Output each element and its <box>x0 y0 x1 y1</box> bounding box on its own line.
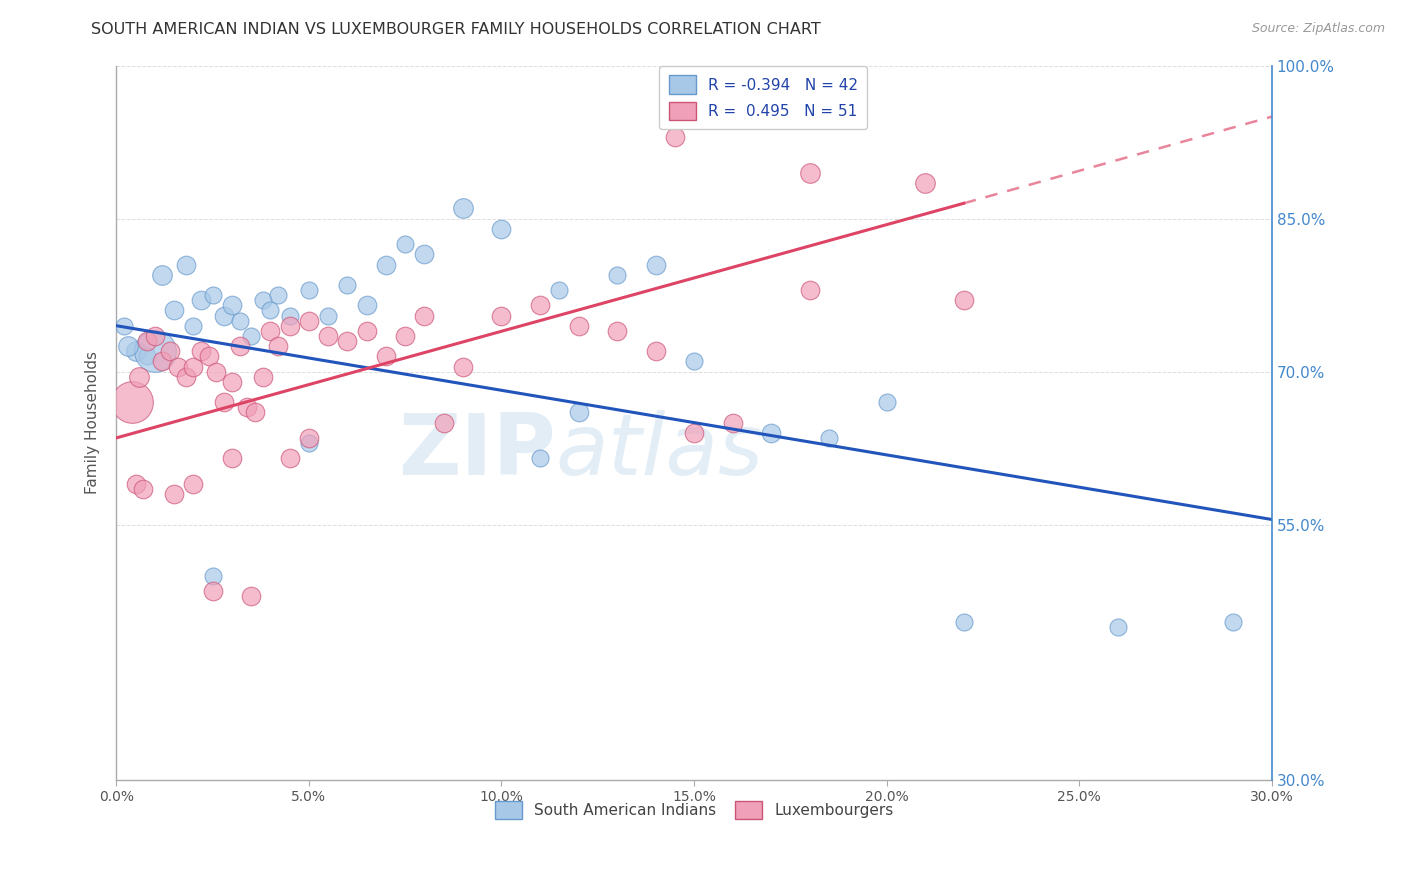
Point <box>394 237 416 252</box>
Point <box>152 268 174 282</box>
Point <box>644 344 666 359</box>
Point <box>221 375 243 389</box>
Point <box>221 298 243 312</box>
Point <box>952 615 974 629</box>
Point <box>548 283 571 297</box>
Point <box>914 176 936 190</box>
Point <box>152 354 174 368</box>
Point <box>298 436 321 450</box>
Point <box>433 416 456 430</box>
Point <box>394 329 416 343</box>
Point <box>128 369 150 384</box>
Point <box>278 309 301 323</box>
Point <box>267 339 290 353</box>
Point <box>124 476 146 491</box>
Point <box>664 130 686 145</box>
Point <box>163 487 186 501</box>
Point <box>136 349 159 363</box>
Point <box>143 344 166 359</box>
Point <box>181 359 204 374</box>
Point <box>167 359 190 374</box>
Point <box>243 405 266 419</box>
Point <box>529 451 551 466</box>
Point <box>212 309 235 323</box>
Point <box>683 354 706 368</box>
Point <box>316 329 339 343</box>
Point <box>451 359 474 374</box>
Point <box>190 344 212 359</box>
Point <box>197 349 219 363</box>
Point <box>298 431 321 445</box>
Point <box>1222 615 1244 629</box>
Point <box>221 451 243 466</box>
Point <box>190 293 212 308</box>
Point <box>228 339 250 353</box>
Point <box>374 258 396 272</box>
Point <box>259 324 281 338</box>
Point <box>121 395 143 409</box>
Point <box>799 166 821 180</box>
Point <box>278 318 301 333</box>
Text: ZIP: ZIP <box>398 409 555 492</box>
Point <box>124 344 146 359</box>
Point <box>721 416 744 430</box>
Point <box>567 318 589 333</box>
Point <box>278 451 301 466</box>
Point <box>212 395 235 409</box>
Point <box>201 568 224 582</box>
Point <box>201 288 224 302</box>
Point <box>876 395 898 409</box>
Point <box>240 589 263 603</box>
Point <box>491 222 513 236</box>
Point <box>143 329 166 343</box>
Point <box>413 309 436 323</box>
Point <box>1107 619 1129 633</box>
Y-axis label: Family Households: Family Households <box>86 351 100 494</box>
Point <box>228 313 250 327</box>
Point <box>298 313 321 327</box>
Point <box>606 324 628 338</box>
Text: atlas: atlas <box>555 409 763 492</box>
Point <box>136 334 159 348</box>
Point <box>374 349 396 363</box>
Point <box>818 431 841 445</box>
Point <box>112 318 135 333</box>
Point <box>267 288 290 302</box>
Text: Source: ZipAtlas.com: Source: ZipAtlas.com <box>1251 22 1385 36</box>
Point <box>952 293 974 308</box>
Point <box>252 369 274 384</box>
Point <box>644 258 666 272</box>
Point <box>240 329 263 343</box>
Point <box>163 303 186 318</box>
Point <box>117 339 139 353</box>
Point <box>181 476 204 491</box>
Point <box>336 277 359 292</box>
Point <box>201 583 224 598</box>
Point <box>174 369 197 384</box>
Point <box>567 405 589 419</box>
Point <box>259 303 281 318</box>
Point <box>316 309 339 323</box>
Point <box>236 401 259 415</box>
Point <box>413 247 436 261</box>
Point <box>298 283 321 297</box>
Point <box>683 425 706 440</box>
Point <box>356 324 378 338</box>
Point <box>174 258 197 272</box>
Point <box>159 344 181 359</box>
Point <box>252 293 274 308</box>
Point <box>205 365 228 379</box>
Text: SOUTH AMERICAN INDIAN VS LUXEMBOURGER FAMILY HOUSEHOLDS CORRELATION CHART: SOUTH AMERICAN INDIAN VS LUXEMBOURGER FA… <box>91 22 821 37</box>
Point <box>529 298 551 312</box>
Point <box>759 425 782 440</box>
Point <box>606 268 628 282</box>
Point <box>451 202 474 216</box>
Point <box>799 283 821 297</box>
Point <box>491 309 513 323</box>
Point <box>336 334 359 348</box>
Point <box>181 318 204 333</box>
Point <box>356 298 378 312</box>
Legend: South American Indians, Luxembourgers: South American Indians, Luxembourgers <box>488 795 900 825</box>
Point <box>132 482 155 496</box>
